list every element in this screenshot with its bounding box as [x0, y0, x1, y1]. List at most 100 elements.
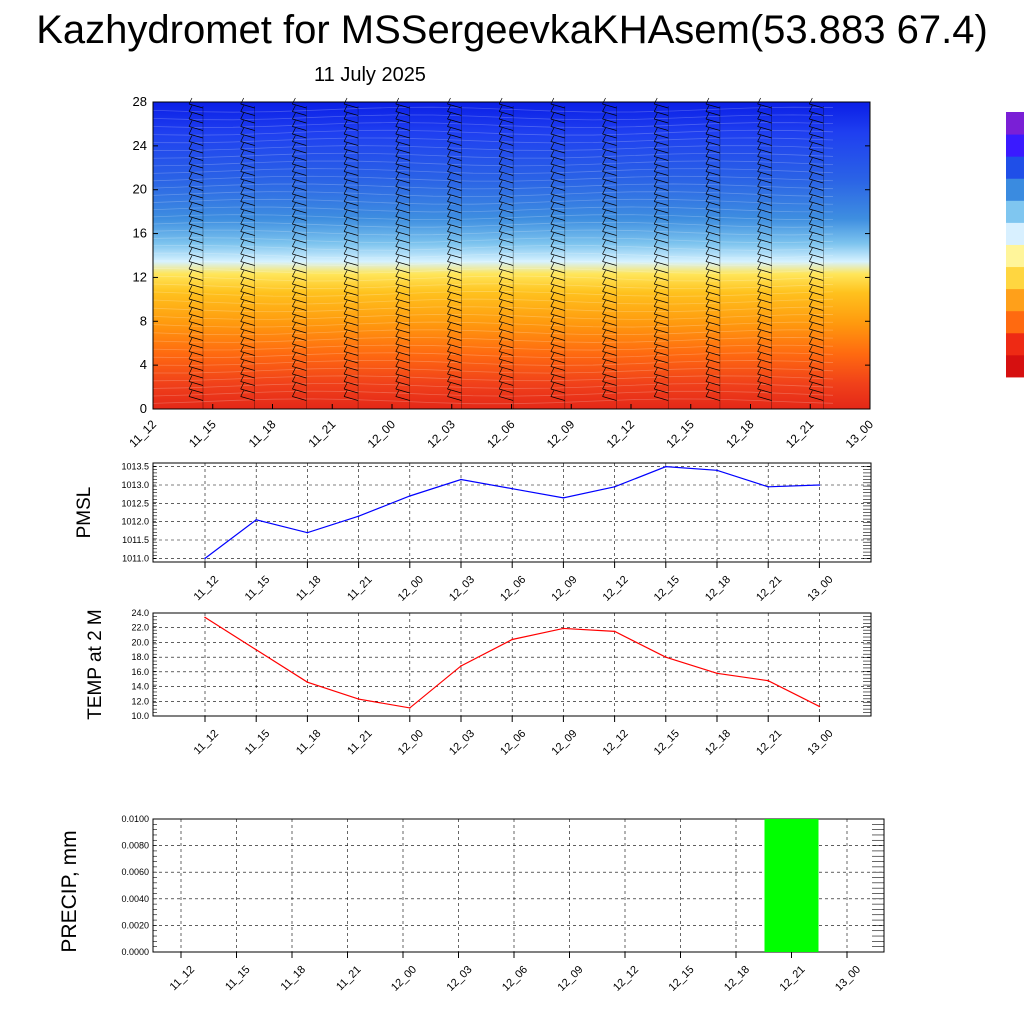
wind-barb — [705, 216, 721, 221]
wind-barb-flag — [240, 195, 245, 202]
wind-barb — [654, 343, 669, 349]
wind-barb-flag — [240, 360, 245, 367]
wind-barb-flag — [498, 300, 503, 307]
wind-barb — [499, 276, 514, 281]
wind-barb — [292, 103, 307, 109]
wind-barb-flag — [550, 285, 555, 292]
wind-barb-flag — [343, 277, 348, 285]
wind-barb — [188, 223, 204, 229]
wind-barb — [240, 351, 255, 356]
y-tick-label: 1012.0 — [121, 517, 149, 527]
wind-barb — [240, 163, 255, 169]
wind-barb — [809, 126, 824, 131]
wind-barb — [499, 201, 514, 206]
wind-barb — [757, 388, 772, 394]
wind-barb — [395, 186, 410, 191]
wind-barb-flag — [498, 285, 503, 292]
wind-barb — [550, 156, 565, 161]
wind-barb-flag — [705, 255, 710, 262]
wind-barb-flag — [550, 240, 555, 247]
wind-barb-flag — [653, 195, 658, 202]
wind-barb — [499, 306, 514, 311]
wind-barb-flag — [550, 180, 555, 187]
wind-barb — [499, 366, 514, 371]
wind-barb-flag — [498, 210, 503, 217]
wind-barb-flag — [705, 217, 710, 225]
wind-barb-flag — [550, 375, 555, 382]
wind-barb-flag — [447, 232, 451, 240]
contour-line — [152, 283, 834, 290]
wind-barb-flag — [498, 142, 503, 150]
wind-barb — [447, 358, 462, 364]
y-tick-label: 4 — [140, 357, 147, 372]
wind-barb — [757, 103, 772, 109]
wind-barb-flag — [395, 105, 400, 112]
wind-barb-flag — [395, 240, 400, 247]
wind-barb — [809, 216, 824, 221]
wind-barb — [240, 276, 255, 281]
wind-barb-flag — [705, 127, 710, 135]
wind-barb-flag — [292, 180, 296, 187]
wind-barb-flag — [705, 202, 710, 210]
wind-barb-flag — [705, 262, 710, 270]
wind-barb-flag — [188, 307, 193, 315]
wind-barb — [602, 141, 617, 146]
wind-barb — [550, 208, 565, 214]
wind-barb — [447, 118, 462, 124]
wind-barb-flag — [292, 217, 296, 225]
wind-barb — [654, 201, 669, 206]
wind-barb — [602, 366, 617, 371]
wind-barb — [602, 201, 617, 206]
wind-barb — [188, 321, 204, 326]
wind-barb — [809, 148, 824, 154]
wind-barb — [292, 276, 307, 281]
wind-barb — [550, 178, 565, 184]
wind-barb — [499, 246, 514, 251]
wind-barb — [188, 178, 204, 184]
wind-barb — [292, 268, 307, 274]
wind-barb — [188, 343, 204, 349]
wind-barb — [343, 373, 359, 379]
wind-barb-flag — [240, 277, 245, 285]
wind-barb-flag — [240, 345, 245, 352]
wind-barb-flag — [757, 225, 761, 232]
wind-barb — [395, 343, 410, 349]
wind-barb — [550, 126, 565, 131]
x-tick-label: 13_00 — [805, 574, 835, 604]
wind-barb — [602, 246, 617, 251]
wind-barb — [240, 298, 255, 304]
wind-barb — [395, 268, 410, 274]
wind-barb-flag — [653, 127, 658, 135]
wind-barb-flag — [808, 352, 813, 360]
wind-barb — [705, 126, 721, 131]
wind-barb-flag — [498, 270, 503, 277]
wind-barb — [757, 336, 772, 341]
data-point — [613, 630, 616, 633]
wind-barb-flag — [343, 292, 348, 300]
wind-barb-flag — [343, 180, 348, 187]
wind-barb — [654, 103, 669, 109]
wind-barb — [292, 381, 307, 386]
wind-barb-flag — [653, 142, 658, 150]
wind-barb — [602, 186, 617, 191]
wind-barb — [550, 313, 565, 319]
wind-barb-flag — [188, 202, 193, 210]
wind-barb — [757, 373, 772, 379]
wind-barb-flag — [188, 187, 193, 195]
wind-barb-flag — [188, 112, 193, 120]
colorbar-segment — [1006, 200, 1024, 223]
y-tick-label: 12 — [133, 269, 147, 284]
wind-barb — [809, 223, 824, 229]
x-tick-label: 11_12 — [192, 728, 222, 758]
contour-line — [152, 168, 834, 174]
wind-barb — [447, 291, 462, 296]
wind-barb-flag — [395, 202, 400, 210]
wind-barb — [499, 148, 514, 154]
contour-line — [152, 337, 834, 343]
wind-barb-flag — [498, 382, 503, 390]
contour-line — [152, 122, 834, 128]
wind-barb — [550, 238, 565, 244]
wind-barb-flag — [550, 172, 555, 180]
wind-barb-flag — [705, 382, 710, 390]
